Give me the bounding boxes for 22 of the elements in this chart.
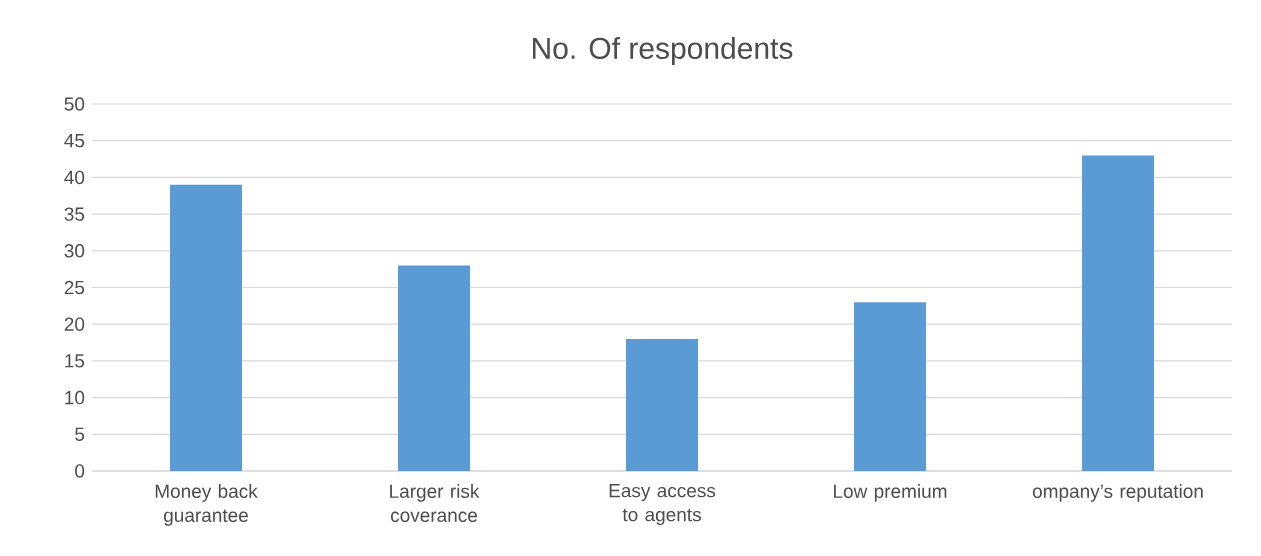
bar <box>170 184 243 471</box>
y-tick-label: 35 <box>64 207 85 221</box>
y-tick-label: 50 <box>64 97 85 111</box>
x-tick-label: Money back guarantee <box>155 484 258 526</box>
y-tick-label: 45 <box>64 134 85 148</box>
x-tick-label: Low premium <box>834 484 947 502</box>
bar <box>1082 155 1155 471</box>
y-tick-label: 5 <box>75 427 85 441</box>
bar <box>398 265 471 471</box>
bar <box>854 302 927 471</box>
y-tick-label: 15 <box>65 354 85 368</box>
y-tick-label: 20 <box>64 317 85 331</box>
y-tick-label: 0 <box>75 464 85 478</box>
y-tick-label: 25 <box>64 280 85 295</box>
y-tick-label: 30 <box>64 244 85 258</box>
x-tick-label: ompany’s reputation <box>1032 484 1203 502</box>
chart-title: No. Of respondents <box>533 36 793 65</box>
x-tick-label: Easy access to agents <box>609 484 716 526</box>
y-tick-label: 10 <box>65 390 85 405</box>
y-tick-label: 40 <box>64 170 85 185</box>
x-tick-label: Larger risk coverance <box>390 484 480 523</box>
bar <box>626 338 699 471</box>
